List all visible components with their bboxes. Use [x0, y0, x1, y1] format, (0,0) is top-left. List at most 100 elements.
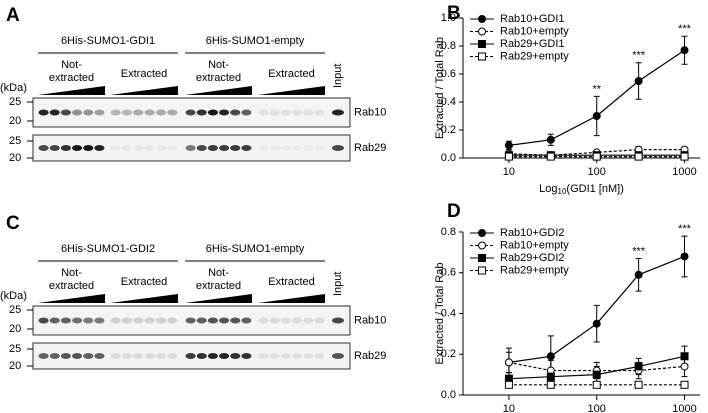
not-extracted-label: extracted: [49, 280, 94, 292]
y-tick-label: 0.6: [441, 267, 456, 279]
marker: [592, 319, 601, 328]
extracted-label: Extracted: [268, 276, 314, 288]
band: [332, 353, 344, 359]
significance: ***: [632, 50, 646, 62]
band: [185, 353, 196, 359]
band: [121, 353, 133, 359]
band: [167, 317, 178, 324]
band: [207, 109, 219, 116]
marker: [634, 152, 643, 161]
band: [83, 317, 94, 324]
wedge: [258, 294, 325, 303]
marker: [478, 254, 486, 262]
kda-label: (kDa): [0, 290, 27, 302]
band: [314, 317, 325, 324]
extracted-label: Extracted: [268, 68, 314, 80]
band: [314, 145, 325, 151]
band: [258, 109, 269, 116]
band: [49, 145, 60, 151]
band: [72, 145, 83, 151]
band: [332, 145, 344, 151]
marker: [504, 358, 513, 367]
band: [292, 317, 303, 324]
x-label-prefix: Log: [539, 183, 557, 195]
band: [144, 317, 155, 324]
band: [38, 145, 49, 151]
band: [49, 109, 60, 116]
panel-label: A: [6, 5, 20, 26]
marker: [680, 252, 689, 261]
y-tick-label: 0.0: [441, 389, 456, 401]
marker: [680, 46, 689, 55]
panel-label: D: [447, 201, 461, 222]
marker: [680, 380, 689, 389]
legend-label: Rab29+empty: [500, 50, 569, 62]
wedge: [258, 86, 325, 95]
marker: [478, 40, 486, 48]
significance: ***: [678, 23, 692, 35]
band: [133, 109, 144, 116]
band: [280, 145, 291, 151]
y-tick-label: 0.4: [441, 96, 456, 108]
marker: [504, 141, 513, 150]
band: [258, 145, 269, 151]
band: [258, 317, 269, 324]
marker: [634, 270, 643, 279]
legend-label: Rab10+empty: [500, 25, 569, 37]
band: [258, 353, 269, 359]
band: [110, 145, 121, 151]
marker: [634, 380, 643, 389]
band: [121, 317, 133, 324]
band: [144, 353, 155, 359]
wedge: [38, 86, 105, 95]
band: [133, 353, 144, 359]
band: [332, 317, 344, 324]
marker: [546, 135, 555, 144]
row-label: Rab29: [354, 142, 386, 154]
band: [185, 145, 196, 151]
band: [155, 317, 167, 324]
band: [280, 353, 291, 359]
row-label: Rab10: [354, 106, 386, 118]
extracted-label: Extracted: [121, 276, 167, 288]
band: [155, 353, 167, 359]
band: [72, 317, 83, 324]
band: [94, 353, 105, 359]
kda-marker: 25: [9, 343, 21, 355]
kda-marker: 20: [9, 360, 21, 372]
group-label: 6His-SUMO1-GDI1: [61, 35, 155, 47]
legend-label: Rab10+empty: [500, 239, 569, 251]
y-tick-label: 0.8: [441, 40, 456, 52]
band: [241, 145, 252, 151]
kda-marker: 20: [9, 115, 21, 127]
marker: [592, 112, 601, 120]
band: [314, 353, 325, 359]
x-tick-label: 10: [503, 166, 515, 178]
band: [292, 353, 303, 359]
kda-marker: 20: [9, 323, 21, 335]
band: [269, 145, 280, 151]
marker: [634, 77, 643, 85]
band: [49, 353, 60, 359]
not-extracted-label: Not-: [208, 59, 229, 71]
band: [207, 317, 219, 324]
input-label: Input: [332, 64, 344, 88]
kda-marker: 20: [9, 152, 21, 164]
band: [230, 317, 241, 324]
band: [230, 109, 241, 116]
x-label-suffix: (GDI1 [nM]): [566, 183, 623, 195]
x-tick-label: 100: [588, 166, 606, 178]
kda-label: (kDa): [0, 82, 27, 94]
marker: [478, 27, 486, 36]
series-line: [508, 361, 685, 372]
kda-marker: 25: [9, 96, 21, 108]
band: [49, 317, 60, 324]
marker: [592, 370, 601, 379]
band: [219, 317, 230, 324]
legend-label: Rab10+GDI1: [500, 13, 565, 25]
band: [133, 317, 144, 324]
extracted-label: Extracted: [121, 68, 167, 80]
band: [94, 145, 105, 151]
not-extracted-label: Not-: [208, 267, 229, 279]
marker: [478, 15, 486, 23]
